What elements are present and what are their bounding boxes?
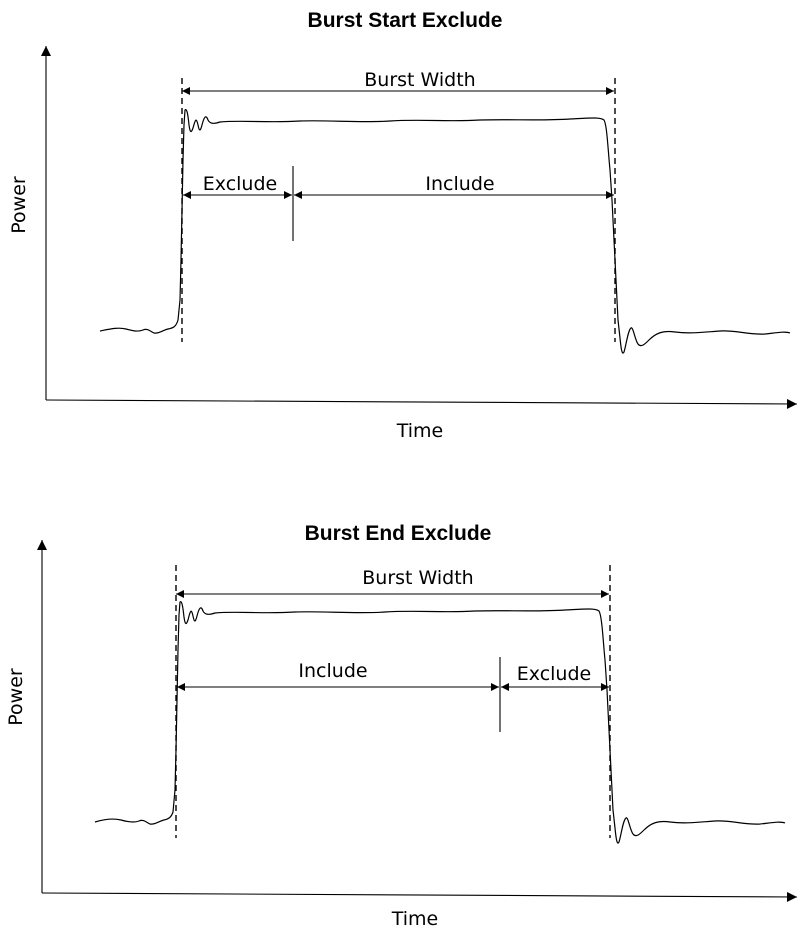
diagram-burst-end-exclude: Burst End Exclude Power Time Burst Width… <box>5 522 798 930</box>
diagram-title: Burst End Exclude <box>305 522 492 545</box>
include-label: Include <box>425 173 494 195</box>
diagram-title: Burst Start Exclude <box>308 9 503 32</box>
y-axis-label: Power <box>8 176 30 234</box>
exclude-label: Exclude <box>517 663 591 685</box>
exclude-label: Exclude <box>203 173 277 195</box>
diagram-burst-start-exclude: Burst Start Exclude Power Time Burst Wid… <box>8 9 798 442</box>
x-axis <box>41 891 798 902</box>
y-axis-label: Power <box>5 668 27 726</box>
include-label: Include <box>298 660 367 682</box>
burst-waveform <box>94 601 786 844</box>
x-axis-label: Time <box>396 420 444 442</box>
x-axis-label: Time <box>391 908 439 930</box>
burst-waveform <box>99 109 791 354</box>
burst-width-label: Burst Width <box>364 69 475 91</box>
burst-width-label: Burst Width <box>362 567 473 589</box>
x-axis <box>45 398 798 409</box>
